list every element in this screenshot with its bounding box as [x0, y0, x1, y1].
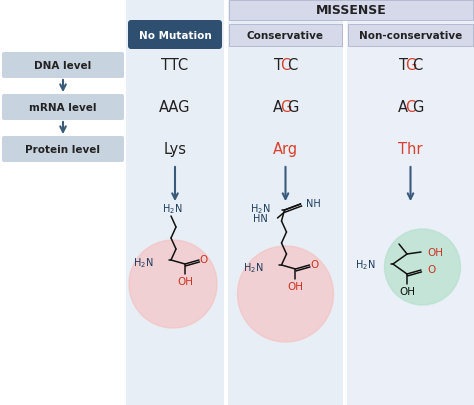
Text: C: C: [412, 58, 423, 73]
Text: mRNA level: mRNA level: [29, 103, 97, 113]
Text: MISSENSE: MISSENSE: [316, 4, 386, 17]
FancyBboxPatch shape: [229, 25, 342, 47]
FancyBboxPatch shape: [348, 25, 473, 47]
Text: $\mathregular{H_2N}$: $\mathregular{H_2N}$: [162, 202, 182, 215]
Text: OH: OH: [427, 247, 443, 257]
Text: $\mathregular{H_2N}$: $\mathregular{H_2N}$: [250, 202, 271, 215]
Text: OH: OH: [288, 281, 303, 291]
Text: T: T: [399, 58, 408, 73]
Text: HN: HN: [253, 213, 267, 224]
Circle shape: [237, 246, 334, 342]
Text: Non-conservative: Non-conservative: [359, 31, 462, 41]
Circle shape: [384, 230, 461, 305]
Text: G: G: [287, 100, 299, 115]
Text: OH: OH: [399, 286, 415, 296]
Text: C: C: [288, 58, 298, 73]
Text: G: G: [405, 58, 416, 73]
Text: O: O: [200, 254, 208, 264]
Text: O: O: [427, 264, 435, 274]
FancyBboxPatch shape: [128, 21, 222, 50]
Text: G: G: [412, 100, 423, 115]
Text: DNA level: DNA level: [35, 61, 91, 71]
Circle shape: [129, 241, 217, 328]
Text: Arg: Arg: [273, 142, 298, 157]
FancyBboxPatch shape: [126, 0, 224, 405]
Text: C: C: [405, 100, 416, 115]
Text: AAG: AAG: [159, 100, 191, 115]
Text: T: T: [274, 58, 283, 73]
FancyBboxPatch shape: [2, 136, 124, 162]
FancyBboxPatch shape: [228, 0, 343, 405]
Text: OH: OH: [177, 276, 193, 286]
Text: TTC: TTC: [162, 58, 189, 73]
Text: $\mathregular{H_2N}$: $\mathregular{H_2N}$: [355, 258, 375, 271]
Text: A: A: [398, 100, 408, 115]
Text: NH: NH: [307, 198, 321, 209]
Text: Lys: Lys: [164, 142, 186, 157]
Text: C: C: [281, 58, 291, 73]
Text: G: G: [280, 100, 291, 115]
Text: O: O: [310, 259, 319, 269]
Text: Thr: Thr: [398, 142, 423, 157]
Text: Protein level: Protein level: [26, 145, 100, 155]
Text: No Mutation: No Mutation: [138, 31, 211, 41]
Text: $\mathregular{H_2N}$: $\mathregular{H_2N}$: [133, 256, 153, 269]
FancyBboxPatch shape: [229, 1, 473, 21]
FancyBboxPatch shape: [2, 95, 124, 121]
FancyBboxPatch shape: [347, 0, 474, 405]
Text: A: A: [273, 100, 283, 115]
FancyBboxPatch shape: [2, 53, 124, 79]
Text: Conservative: Conservative: [247, 31, 324, 41]
Text: $\mathregular{H_2N}$: $\mathregular{H_2N}$: [243, 260, 264, 274]
